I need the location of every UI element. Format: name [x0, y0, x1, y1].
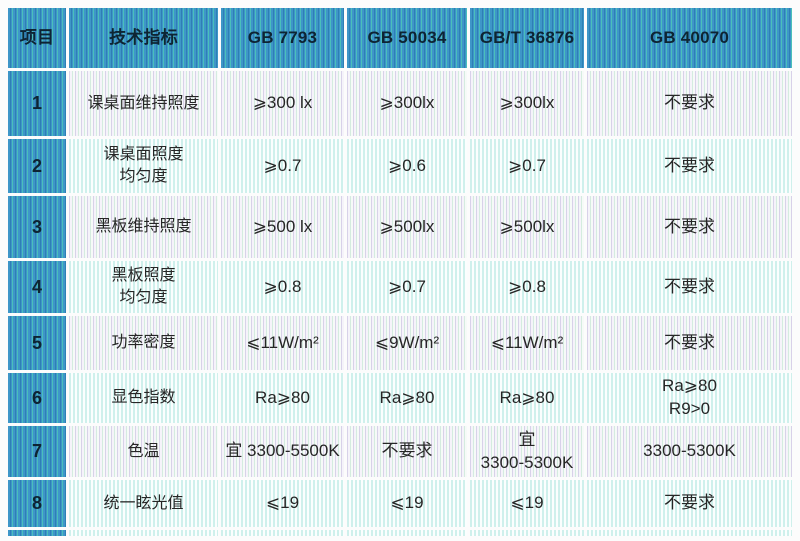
cell-gb50034: ⩽19 — [347, 480, 467, 527]
cell-gbt36876: ⩽19 — [470, 480, 584, 527]
cell-gb40070: 不要求 — [587, 196, 792, 258]
cell-gbt36876: ⩾300lx — [470, 71, 584, 136]
row-number: 4 — [8, 261, 66, 313]
cell-gb40070: Ra⩾80 R9>0 — [587, 373, 792, 423]
cell-gb50034: Ra⩾80 — [347, 373, 467, 423]
cell-gb7793: ⩽11W/m² — [221, 316, 344, 370]
table-cutoff-stub — [69, 530, 218, 536]
cell-gb40070: 不要求 — [587, 316, 792, 370]
indicator-cell: 黑板照度 均匀度 — [69, 261, 218, 313]
row-number: 2 — [8, 139, 66, 193]
cell-gb40070: 3300-5300K — [587, 426, 792, 477]
table-cutoff-stub — [587, 530, 792, 536]
cell-gb50034: 不要求 — [347, 426, 467, 477]
row-number: 5 — [8, 316, 66, 370]
cell-gb50034: ⩾0.6 — [347, 139, 467, 193]
header-gbt36876: GB/T 36876 — [470, 8, 584, 68]
table-cutoff-stub — [470, 530, 584, 536]
indicator-cell: 色温 — [69, 426, 218, 477]
indicator-cell: 统一眩光值 — [69, 480, 218, 527]
standards-comparison-table: 项目 技术指标 GB 7793 GB 50034 GB/T 36876 GB 4… — [8, 8, 792, 536]
indicator-cell: 显色指数 — [69, 373, 218, 423]
cell-gb7793: ⩾500 lx — [221, 196, 344, 258]
cell-gbt36876: ⩾500lx — [470, 196, 584, 258]
table-cutoff-stub — [347, 530, 467, 536]
cell-gbt36876: Ra⩾80 — [470, 373, 584, 423]
cell-gb7793: ⩽19 — [221, 480, 344, 527]
row-number: 3 — [8, 196, 66, 258]
cell-gb50034: ⩾500lx — [347, 196, 467, 258]
row-number: 8 — [8, 480, 66, 527]
table-cutoff-stub — [8, 530, 66, 536]
header-indicator: 技术指标 — [69, 8, 218, 68]
indicator-cell: 黑板维持照度 — [69, 196, 218, 258]
cell-gb50034: ⩾300lx — [347, 71, 467, 136]
indicator-cell: 功率密度 — [69, 316, 218, 370]
cell-gbt36876: ⩾0.8 — [470, 261, 584, 313]
cell-gbt36876: ⩾0.7 — [470, 139, 584, 193]
row-number: 7 — [8, 426, 66, 477]
cell-gb50034: ⩽9W/m² — [347, 316, 467, 370]
cell-gb40070: 不要求 — [587, 71, 792, 136]
cell-gb7793: ⩾0.7 — [221, 139, 344, 193]
row-number: 1 — [8, 71, 66, 136]
cell-gb40070: 不要求 — [587, 139, 792, 193]
header-gb40070: GB 40070 — [587, 8, 792, 68]
cell-gb40070: 不要求 — [587, 480, 792, 527]
cell-gbt36876: 宜 3300-5300K — [470, 426, 584, 477]
header-gb50034: GB 50034 — [347, 8, 467, 68]
table-cutoff-stub — [221, 530, 344, 536]
row-number: 6 — [8, 373, 66, 423]
indicator-cell: 课桌面维持照度 — [69, 71, 218, 136]
header-gb7793: GB 7793 — [221, 8, 344, 68]
indicator-cell: 课桌面照度 均匀度 — [69, 139, 218, 193]
cell-gb40070: 不要求 — [587, 261, 792, 313]
cell-gb50034: ⩾0.7 — [347, 261, 467, 313]
cell-gb7793: ⩾0.8 — [221, 261, 344, 313]
header-item: 项目 — [8, 8, 66, 68]
cell-gb7793: 宜 3300-5500K — [221, 426, 344, 477]
cell-gb7793: ⩾300 lx — [221, 71, 344, 136]
cell-gbt36876: ⩽11W/m² — [470, 316, 584, 370]
cell-gb7793: Ra⩾80 — [221, 373, 344, 423]
